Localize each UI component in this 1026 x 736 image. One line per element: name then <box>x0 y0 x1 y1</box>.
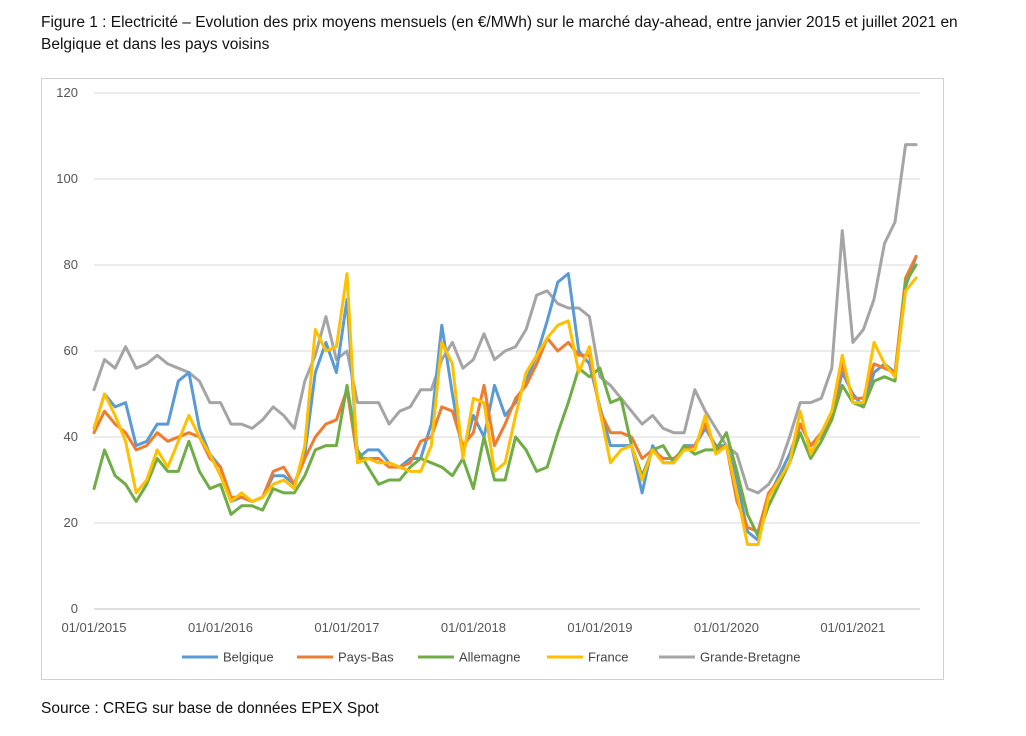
y-tick-label: 120 <box>56 85 78 100</box>
x-axis: 01/01/2015 01/01/2016 01/01/2017 01/01/2018… <box>61 620 885 635</box>
legend-label: Grande-Bretagne <box>700 650 800 665</box>
series-lines <box>92 143 918 546</box>
series-line-pays-bas <box>92 254 918 534</box>
legend: Belgique Pays-Bas Allemagne France Grande-Br… <box>182 650 800 665</box>
x-tick-label: 01/01/2017 <box>314 620 379 635</box>
x-tick-label: 01/01/2016 <box>188 620 253 635</box>
source-note: Source : CREG sur base de données EPEX S… <box>41 700 379 717</box>
x-tick-label: 01/01/2021 <box>820 620 885 635</box>
x-tick-label: 01/01/2019 <box>567 620 632 635</box>
x-tick-label: 01/01/2018 <box>441 620 506 635</box>
chart-area: 0 20 40 60 80 100 120 01/01/2015 01/01/2016 01/0… <box>41 78 944 680</box>
y-tick-label: 20 <box>64 515 78 530</box>
y-tick-label: 40 <box>64 429 78 444</box>
legend-label: France <box>588 650 628 665</box>
legend-label: Belgique <box>223 650 274 665</box>
figure-caption: Figure 1 : Electricité – Evolution des p… <box>41 14 958 53</box>
y-tick-label: 100 <box>56 171 78 186</box>
y-tick-label: 60 <box>64 343 78 358</box>
legend-label: Pays-Bas <box>338 650 394 665</box>
grid-lines <box>94 92 920 610</box>
legend-label: Allemagne <box>459 650 520 665</box>
series-line-france <box>92 272 918 546</box>
series-line-allemagne <box>92 263 918 538</box>
series-line-belgique <box>92 254 918 542</box>
x-tick-label: 01/01/2020 <box>694 620 759 635</box>
series-line-grande-bretagne <box>92 143 918 495</box>
x-tick-label: 01/01/2015 <box>61 620 126 635</box>
y-tick-label: 80 <box>64 257 78 272</box>
y-tick-label: 0 <box>71 601 78 616</box>
y-axis: 0 20 40 60 80 100 120 <box>56 85 78 616</box>
